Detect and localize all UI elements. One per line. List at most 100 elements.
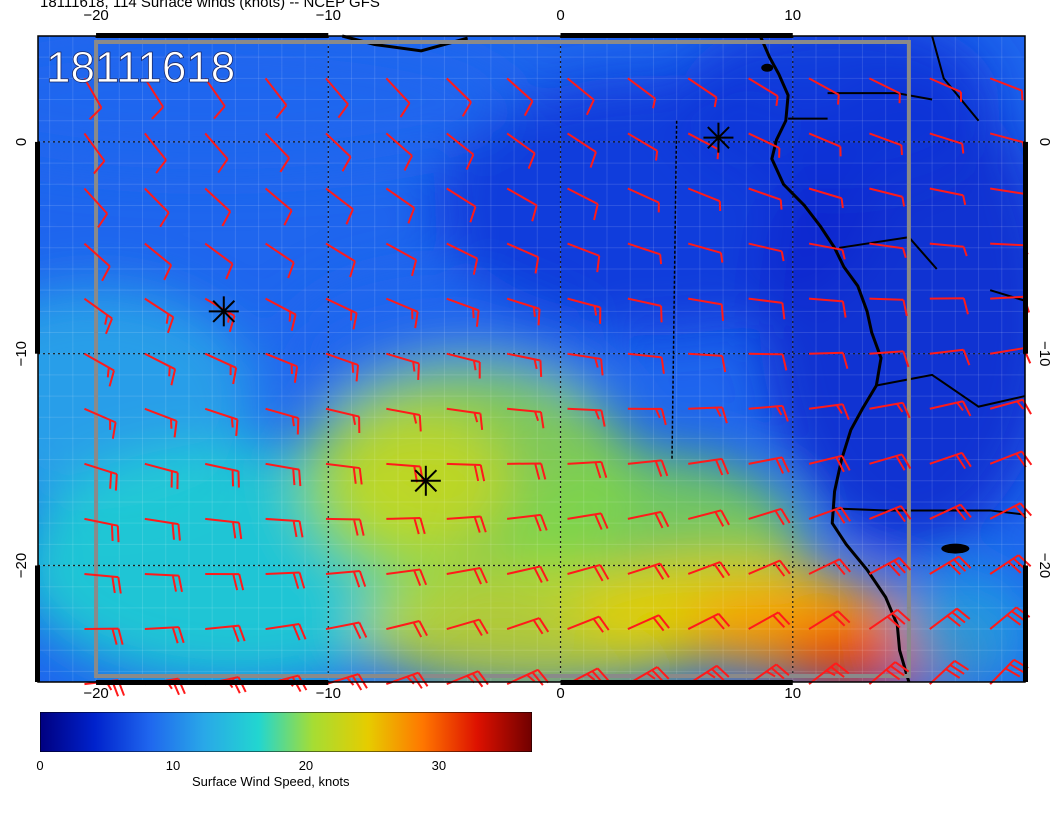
wind-barb [748,559,791,577]
colorbar-tick-label: 10 [165,758,181,773]
wind-barb [808,297,847,318]
wind-barb [567,615,610,633]
wind-barb [808,187,844,209]
country-border [931,35,980,122]
wind-barb [507,407,545,429]
wind-barb [386,407,422,432]
wind-barb [929,660,969,685]
wind-barb [688,509,730,527]
wind-barb [506,187,538,222]
wind-barb [688,297,725,321]
wind-barb [386,568,428,586]
wind-barb [265,623,307,641]
wind-barb [989,606,1031,630]
wind-barb [325,462,363,485]
colorbar [40,712,532,752]
wind-barb [748,297,786,320]
wind-barb [265,352,299,383]
wind-barb [325,407,361,434]
wind-barb [446,407,484,431]
lat-tick-label-left: −20 [13,553,30,578]
wind-barbs [83,77,1033,697]
wind-barb [264,132,290,173]
wind-barb [929,132,965,154]
wind-barb [748,242,785,262]
wind-barb [325,570,367,588]
wind-barb [325,132,352,172]
storm-marker [410,465,441,496]
wind-barb [567,352,604,376]
lon-tick-label-top: 10 [784,7,801,24]
wind-barb [627,666,670,685]
wind-barb [929,348,971,366]
wind-barb [627,352,665,374]
wind-barb [627,562,670,580]
wind-barb [989,450,1033,468]
wind-barb [265,571,306,589]
wind-barb [265,242,295,279]
wind-barb [989,658,1029,685]
wind-barb [385,242,418,277]
map-frame [37,35,1026,683]
colorbar-tick-label: 20 [298,758,314,773]
wind-barb [627,407,667,426]
wind-barb [627,614,670,632]
wind-barb [325,352,360,382]
lat-tick-label-left: −10 [13,341,30,366]
wind-barb [204,407,239,437]
wind-barb [84,517,120,543]
ruler-bar [1023,565,1028,682]
wind-barb [627,510,670,529]
wind-barb [144,297,175,334]
wind-barb [929,242,968,257]
wind-barb [446,515,487,533]
wind-barb [506,132,536,169]
wind-barb [446,297,480,327]
wind-barb [627,459,669,477]
wind-barb [83,77,103,120]
wind-barb [869,132,903,156]
wind-barb [204,187,232,227]
wind-barb [566,77,595,116]
wind-barb [385,77,411,118]
wind-barb [325,673,368,691]
wind-barb [446,462,486,482]
wind-barb [989,77,1024,101]
wind-barb [84,407,117,439]
wind-barb [929,187,967,206]
wind-barb [265,462,302,487]
wind-barb [83,242,111,282]
wind-barb [446,242,479,275]
wind-barb [687,242,724,263]
wind-barb [325,77,349,119]
wind-barb [808,351,849,369]
wind-barb [566,132,597,168]
wind-barb [748,663,790,685]
lon-tick-label-bottom: 10 [784,685,801,702]
ruler-bar [560,680,793,685]
colorbar-tick-label: 30 [431,758,447,773]
wind-barb [325,297,358,330]
wind-barb [989,502,1033,520]
wind-barb [929,555,972,576]
wind-barb [446,352,481,379]
wind-barb [506,668,550,686]
wind-barb [929,503,972,521]
wind-barb [627,242,663,265]
wind-barb [386,620,428,638]
wind-barb [205,572,245,591]
ruler-bar [35,141,40,354]
wind-barb [506,242,540,274]
wind-barb [748,187,783,210]
wind-barb [808,506,852,524]
wind-barb [748,404,789,422]
wind-barb [808,403,850,420]
lat-tick-label-left: 0 [13,138,30,146]
wind-barb [144,187,170,228]
wind-barb [84,462,118,491]
wind-barb [929,400,972,417]
wind-barb [265,297,297,331]
wind-barb [567,297,602,324]
wind-barb [204,77,226,120]
wind-barb [869,350,910,368]
